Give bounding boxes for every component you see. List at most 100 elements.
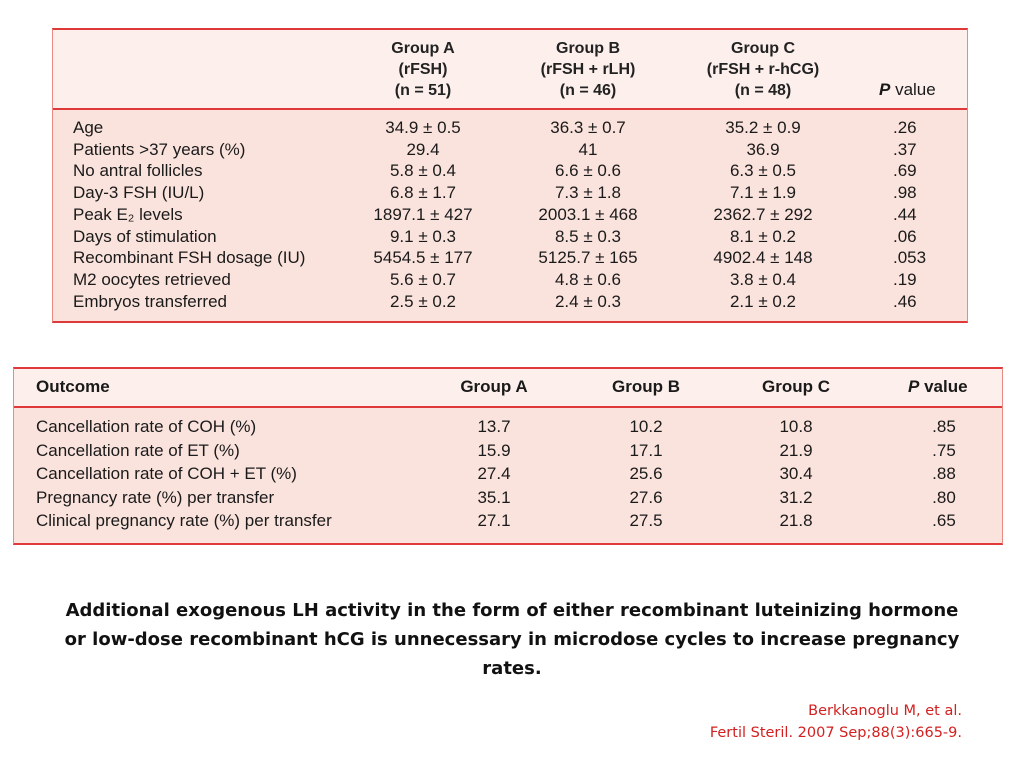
p-value: .65 — [932, 511, 956, 530]
group-b-value: 5125.7 ± 165 — [538, 248, 638, 268]
header-line: (rFSH) — [398, 61, 448, 78]
row-label: Age — [73, 118, 104, 137]
group-c-value: 21.8 — [779, 511, 813, 530]
outcomes-table: Outcome Group A Group B Group C P value … — [13, 367, 1003, 545]
group-b-value: 36.3 ± 0.7 — [550, 118, 626, 137]
group-c-value: 3.8 ± 0.4 — [729, 269, 797, 289]
header-line: (n = 46) — [559, 82, 617, 99]
group-a-value: 27.1 — [477, 511, 511, 530]
group-b-value: 27.6 — [629, 487, 663, 507]
group-a-value: 1897.1 ± 427 — [373, 204, 473, 224]
header-line: (rFSH + rLH) — [540, 61, 636, 78]
p-value: .19 — [893, 269, 917, 289]
table-row: Day-3 FSH (IU/L) 6.8 ± 1.7 7.3 ± 1.8 7.1 ± … — [53, 182, 967, 204]
group-b-value: 7.3 ± 1.8 — [554, 183, 622, 203]
row-label: Pregnancy rate (%) per transfer — [36, 487, 275, 507]
p-value: .85 — [932, 417, 956, 436]
group-a-value: 15.9 — [477, 440, 511, 460]
p-value: .80 — [932, 487, 956, 507]
p-italic: P — [908, 377, 920, 396]
table-row: Recombinant FSH dosage (IU) 5454.5 ± 177 5… — [53, 247, 967, 269]
group-b-value: 10.2 — [629, 417, 663, 436]
group-a-value: 2.5 ± 0.2 — [389, 291, 457, 311]
row-label: Peak E₂ levels — [73, 204, 183, 224]
header-line: Group B — [556, 40, 620, 57]
p-value: .69 — [893, 161, 917, 181]
group-c-value: 2362.7 ± 292 — [713, 204, 813, 224]
header-line: Group C — [731, 40, 795, 57]
group-b-value: 17.1 — [629, 440, 663, 460]
citation-authors: Berkkanoglu M, et al. — [808, 703, 962, 719]
group-a-value: 29.4 — [406, 139, 440, 159]
group-a-value: 13.7 — [477, 417, 511, 436]
table-row: Cancellation rate of ET (%) 15.9 17.1 21.9.… — [14, 440, 1002, 462]
group-c-value: 30.4 — [779, 464, 813, 483]
row-label: M2 oocytes retrieved — [73, 269, 231, 289]
table2-header-group-a: Group A — [460, 377, 528, 396]
group-b-value: 25.6 — [629, 464, 663, 483]
table1-header-p-value: P value — [879, 80, 936, 100]
citation-journal: Fertil Steril. 2007 Sep;88(3):665-9. — [709, 725, 962, 741]
table1-header-group-b: Group B (rFSH + rLH) (n = 46) — [518, 38, 658, 101]
group-c-value: 36.9 — [746, 139, 780, 159]
header-line: (n = 51) — [394, 82, 452, 99]
table2-header-group-c: Group C — [762, 377, 830, 396]
table1-header: Group A (rFSH) (n = 51) Group B (rFSH + … — [53, 30, 967, 110]
p-value: .26 — [893, 118, 917, 137]
group-c-value: 10.8 — [779, 417, 813, 436]
p-italic: P — [879, 80, 891, 99]
p-value: .053 — [893, 248, 927, 268]
group-b-value: 27.5 — [629, 511, 663, 530]
group-c-value: 21.9 — [779, 440, 813, 460]
row-label: Embryos transferred — [73, 291, 227, 311]
p-rest: value — [890, 80, 936, 99]
p-value: .75 — [932, 440, 956, 460]
table-row: Clinical pregnancy rate (%) per transfer… — [14, 510, 1002, 532]
table-row: M2 oocytes retrieved 5.6 ± 0.7 4.8 ± 0.6 3.… — [53, 269, 967, 291]
group-a-value: 5.6 ± 0.7 — [389, 269, 457, 289]
group-a-value: 9.1 ± 0.3 — [389, 226, 457, 246]
group-c-value: 35.2 ± 0.9 — [725, 118, 801, 137]
table-row: Patients >37 years (%) 29.4 41 36.9 .37 — [53, 139, 967, 161]
table2-header-p-value: P value — [908, 376, 968, 398]
group-c-value: 8.1 ± 0.2 — [729, 226, 797, 246]
row-label: Cancellation rate of ET (%) — [36, 440, 240, 460]
group-c-value: 2.1 ± 0.2 — [729, 291, 797, 311]
header-line: (n = 48) — [734, 82, 792, 99]
group-b-value: 6.6 ± 0.6 — [554, 161, 622, 181]
group-a-value: 5454.5 ± 177 — [373, 248, 473, 268]
header-line: Group A — [391, 40, 455, 57]
group-c-value: 31.2 — [779, 487, 813, 507]
group-a-value: 34.9 ± 0.5 — [385, 118, 461, 137]
table-row: Embryos transferred 2.5 ± 0.2 2.4 ± 0.3 2.1… — [53, 291, 967, 313]
table-row: Cancellation rate of COH + ET (%) 27.4 25.… — [14, 463, 1002, 485]
table-row: Days of stimulation 9.1 ± 0.3 8.5 ± 0.3 8.1… — [53, 226, 967, 248]
p-rest: value — [919, 377, 968, 396]
table2-header-outcome: Outcome — [36, 377, 110, 396]
group-b-value: 2.4 ± 0.3 — [554, 291, 622, 311]
table-row: Pregnancy rate (%) per transfer 35.1 27.6 3… — [14, 487, 1002, 509]
group-c-value: 6.3 ± 0.5 — [729, 161, 797, 181]
row-label: Cancellation rate of COH (%) — [36, 417, 257, 436]
row-label: Clinical pregnancy rate (%) per transfer — [36, 511, 332, 530]
table2-header-group-b: Group B — [612, 377, 680, 396]
row-label: Days of stimulation — [73, 226, 217, 246]
p-value: .06 — [893, 226, 917, 246]
group-b-value: 2003.1 ± 468 — [538, 204, 638, 224]
group-a-value: 35.1 — [477, 487, 511, 507]
group-a-value: 6.8 ± 1.7 — [389, 183, 457, 203]
group-a-value: 5.8 ± 0.4 — [389, 161, 457, 181]
group-a-value: 27.4 — [477, 464, 511, 483]
table1-header-group-a: Group A (rFSH) (n = 51) — [353, 38, 493, 101]
table-row: Peak E₂ levels 1897.1 ± 427 2003.1 ± 468 23… — [53, 204, 967, 226]
p-value: .88 — [932, 464, 956, 483]
group-b-value: 41 — [578, 139, 598, 159]
row-label: Cancellation rate of COH + ET (%) — [36, 464, 297, 483]
p-value: .98 — [893, 183, 917, 203]
p-value: .37 — [893, 139, 917, 159]
slide-caption: Additional exogenous LH activity in the … — [64, 600, 960, 679]
table-row: No antral follicles 5.8 ± 0.4 6.6 ± 0.6 6.3… — [53, 160, 967, 182]
row-label: No antral follicles — [73, 161, 203, 181]
citation: Berkkanoglu M, et al. Fertil Steril. 200… — [710, 700, 962, 744]
p-value: .44 — [893, 204, 917, 224]
